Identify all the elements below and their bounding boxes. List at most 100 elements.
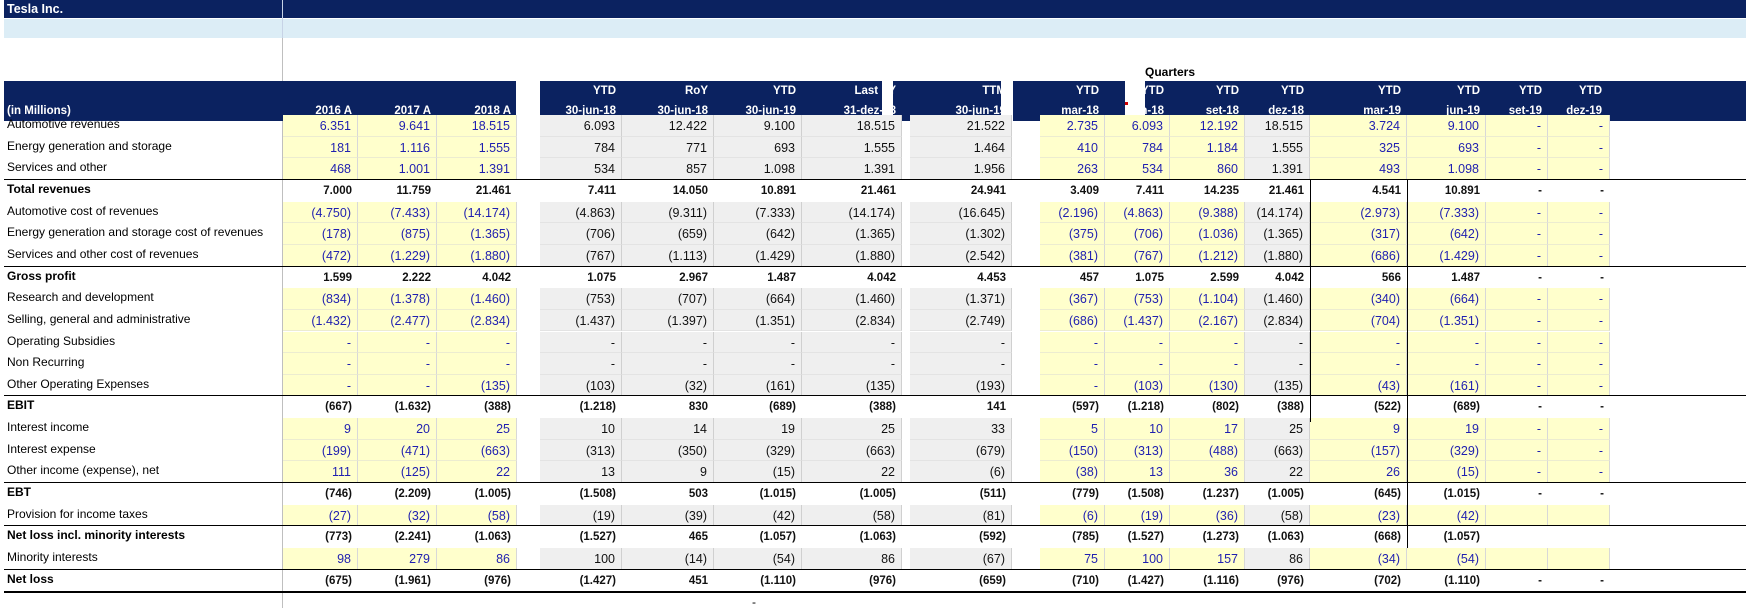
table-cell[interactable]: 1.487	[1407, 266, 1486, 289]
table-cell[interactable]: -	[1548, 569, 1610, 592]
table-cell[interactable]: (706)	[540, 223, 622, 245]
table-cell[interactable]: (161)	[714, 374, 802, 397]
table-cell[interactable]: (36)	[1170, 504, 1245, 527]
table-cell[interactable]: (103)	[540, 374, 622, 397]
table-cell[interactable]: -	[1486, 331, 1548, 354]
table-cell[interactable]: (340)	[1310, 288, 1407, 310]
table-cell[interactable]: 12.422	[622, 115, 714, 137]
table-cell[interactable]: (54)	[714, 548, 802, 570]
table-cell[interactable]: -	[1245, 353, 1310, 375]
table-cell[interactable]: (706)	[1105, 223, 1170, 245]
table-cell[interactable]: 1.001	[358, 158, 437, 180]
table-cell[interactable]: 13	[540, 461, 622, 484]
table-cell[interactable]: (976)	[802, 569, 902, 592]
table-cell[interactable]: 33	[910, 418, 1012, 440]
table-cell[interactable]: -	[1486, 136, 1548, 159]
table-cell[interactable]: 5	[1040, 418, 1105, 440]
table-cell[interactable]: 6.093	[540, 115, 622, 137]
table-cell[interactable]: (1.229)	[358, 244, 437, 267]
table-cell[interactable]: (9.388)	[1170, 201, 1245, 224]
table-cell[interactable]: (42)	[1407, 504, 1486, 527]
table-cell[interactable]: (1.632)	[358, 396, 437, 419]
table-cell[interactable]: (1.273)	[1170, 526, 1245, 548]
table-cell[interactable]: 325	[1310, 136, 1407, 159]
table-cell[interactable]: (1.432)	[283, 309, 358, 332]
table-cell[interactable]: -	[1170, 353, 1245, 375]
table-cell[interactable]	[1486, 504, 1548, 527]
table-cell[interactable]: (2.973)	[1310, 201, 1407, 224]
table-cell[interactable]: (1.063)	[802, 526, 902, 548]
table-cell[interactable]: 181	[283, 136, 358, 159]
table-cell[interactable]: 36	[1170, 461, 1245, 484]
table-cell[interactable]: (135)	[1245, 374, 1310, 397]
table-cell[interactable]: -	[1548, 288, 1610, 310]
table-cell[interactable]: 21.461	[437, 179, 517, 202]
table-cell[interactable]: 22	[802, 461, 902, 484]
table-cell[interactable]: 22	[1245, 461, 1310, 484]
table-cell[interactable]: -	[283, 353, 358, 375]
table-cell[interactable]: 2.735	[1040, 115, 1105, 137]
table-cell[interactable]: 25	[802, 418, 902, 440]
table-cell[interactable]: 86	[802, 548, 902, 570]
table-cell[interactable]: (7.333)	[714, 201, 802, 224]
table-cell[interactable]: (1.351)	[1407, 309, 1486, 332]
table-cell[interactable]: 3.409	[1040, 179, 1105, 202]
table-cell[interactable]: (9.311)	[622, 201, 714, 224]
table-cell[interactable]: 6.351	[283, 115, 358, 137]
table-cell[interactable]: (19)	[1105, 504, 1170, 527]
table-cell[interactable]: 1.391	[802, 158, 902, 180]
table-cell[interactable]: -	[1486, 244, 1548, 267]
table-cell[interactable]: -	[358, 374, 437, 397]
table-cell[interactable]: 771	[622, 136, 714, 159]
table-cell[interactable]: (1.212)	[1170, 244, 1245, 267]
table-cell[interactable]: (645)	[1310, 483, 1407, 505]
table-cell[interactable]: -	[1548, 201, 1610, 224]
table-cell[interactable]: -	[437, 331, 517, 354]
table-cell[interactable]: (1.427)	[1105, 569, 1170, 592]
table-cell[interactable]: (976)	[437, 569, 517, 592]
table-cell[interactable]: (753)	[540, 288, 622, 310]
table-cell[interactable]: -	[1548, 158, 1610, 180]
table-cell[interactable]: 1.116	[358, 136, 437, 159]
table-cell[interactable]: 86	[1245, 548, 1310, 570]
table-cell[interactable]: -	[1486, 288, 1548, 310]
table-cell[interactable]: (472)	[283, 244, 358, 267]
table-cell[interactable]: 693	[714, 136, 802, 159]
table-cell[interactable]: (1.351)	[714, 309, 802, 332]
table-cell[interactable]: (1.110)	[714, 569, 802, 592]
table-cell[interactable]: 18.515	[1245, 115, 1310, 137]
table-cell[interactable]: (67)	[910, 548, 1012, 570]
table-cell[interactable]: -	[1548, 461, 1610, 484]
table-cell[interactable]: (1.508)	[540, 483, 622, 505]
table-cell[interactable]: 7.000	[283, 179, 358, 202]
table-cell[interactable]: (1.218)	[1105, 396, 1170, 419]
table-cell[interactable]: -	[1548, 115, 1610, 137]
table-cell[interactable]: (667)	[283, 396, 358, 419]
table-cell[interactable]: (7.333)	[1407, 201, 1486, 224]
table-cell[interactable]: (834)	[283, 288, 358, 310]
table-cell[interactable]: -	[802, 353, 902, 375]
table-cell[interactable]: 6.093	[1105, 115, 1170, 137]
table-cell[interactable]: 693	[1407, 136, 1486, 159]
table-cell[interactable]: (488)	[1170, 439, 1245, 462]
table-cell[interactable]: -	[1486, 483, 1548, 505]
table-cell[interactable]: 410	[1040, 136, 1105, 159]
table-cell[interactable]: -	[622, 353, 714, 375]
table-cell[interactable]: (675)	[283, 569, 358, 592]
table-cell[interactable]: -	[1486, 158, 1548, 180]
table-cell[interactable]: (1.429)	[714, 244, 802, 267]
table-cell[interactable]: 14	[622, 418, 714, 440]
table-cell[interactable]: 3.724	[1310, 115, 1407, 137]
table-cell[interactable]: (522)	[1310, 396, 1407, 419]
table-cell[interactable]: (875)	[358, 223, 437, 245]
table-cell[interactable]: (6)	[910, 461, 1012, 484]
table-cell[interactable]	[1548, 504, 1610, 527]
table-cell[interactable]: -	[1105, 353, 1170, 375]
table-cell[interactable]: 10	[1105, 418, 1170, 440]
table-cell[interactable]: -	[1486, 223, 1548, 245]
table-cell[interactable]: 141	[910, 396, 1012, 419]
table-cell[interactable]: -	[437, 353, 517, 375]
table-cell[interactable]: -	[358, 331, 437, 354]
table-cell[interactable]: -	[1486, 309, 1548, 332]
table-cell[interactable]: (135)	[802, 374, 902, 397]
